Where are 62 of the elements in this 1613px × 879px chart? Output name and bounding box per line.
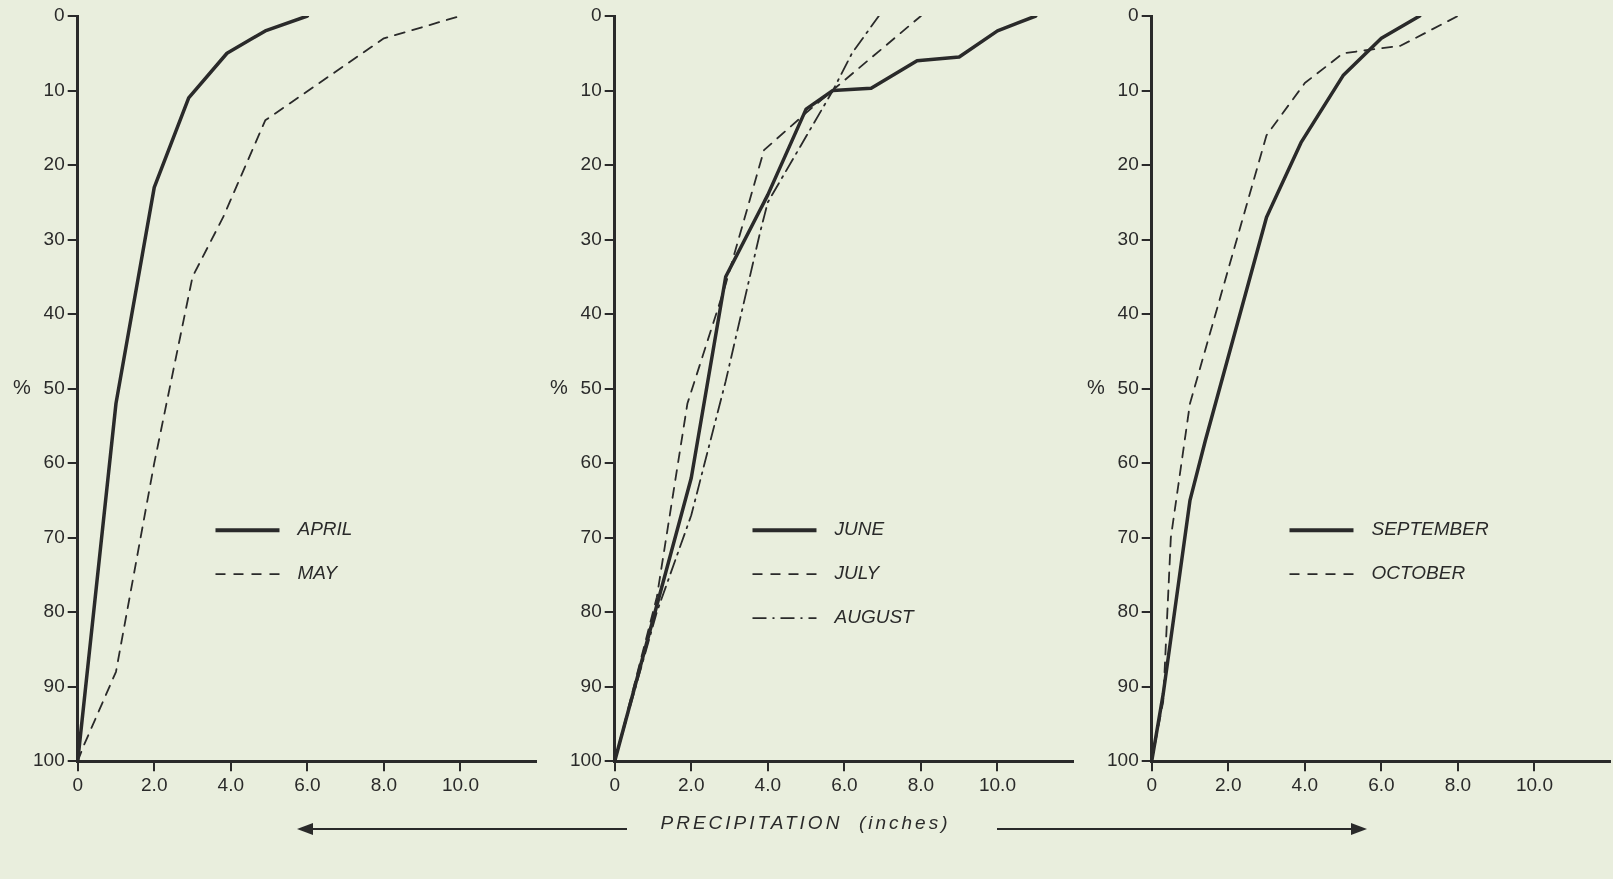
y-tick-label: 20 — [43, 153, 65, 175]
y-tick-label: 60 — [580, 451, 602, 473]
x-tick-label: 8.0 — [370, 773, 398, 795]
legend-label: JUNE — [833, 518, 885, 540]
y-axis-title: % — [1087, 376, 1106, 399]
x-tick-label: 4.0 — [1291, 773, 1319, 795]
y-tick-label: 10 — [580, 78, 602, 100]
x-tick-label: 4.0 — [217, 773, 245, 795]
x-tick-label: 10.0 — [441, 773, 479, 795]
y-tick-label: 30 — [1117, 227, 1139, 249]
x-tick-label: 6.0 — [831, 773, 858, 795]
y-tick-label: 70 — [580, 525, 602, 547]
y-tick-label: 10 — [1117, 78, 1139, 100]
x-tick-label: 0 — [1146, 773, 1157, 795]
y-axis-title: % — [13, 376, 32, 399]
x-tick-label: 10.0 — [1515, 773, 1553, 795]
y-tick-label: 60 — [43, 451, 65, 473]
x-tick-label: 2.0 — [141, 773, 168, 795]
x-tick-label: 10.0 — [978, 773, 1016, 795]
y-tick-label: 50 — [1117, 376, 1139, 398]
legend-label: AUGUST — [833, 606, 916, 628]
legend-label: APRIL — [296, 518, 353, 540]
legend-label: MAY — [297, 562, 339, 584]
y-tick-label: 40 — [580, 302, 602, 324]
y-tick-label: 100 — [33, 749, 65, 771]
y-tick-label: 60 — [1117, 451, 1139, 473]
x-tick-label: 8.0 — [907, 773, 935, 795]
y-tick-label: 0 — [591, 4, 602, 26]
y-tick-label: 20 — [580, 153, 602, 175]
legend-label: OCTOBER — [1371, 562, 1466, 584]
x-tick-label: 0 — [609, 773, 620, 795]
y-tick-label: 50 — [43, 376, 65, 398]
y-tick-label: 40 — [43, 302, 65, 324]
y-tick-label: 100 — [1107, 749, 1139, 771]
y-tick-label: 80 — [1117, 600, 1139, 622]
y-tick-label: 10 — [43, 78, 65, 100]
legend-label: JULY — [833, 562, 881, 584]
y-axis-title: % — [550, 376, 569, 399]
y-tick-label: 90 — [1117, 674, 1139, 696]
legend-label: SEPTEMBER — [1371, 518, 1489, 540]
y-tick-label: 90 — [43, 674, 65, 696]
y-tick-label: 90 — [580, 674, 602, 696]
y-tick-label: 80 — [580, 600, 602, 622]
y-tick-label: 40 — [1117, 302, 1139, 324]
y-tick-label: 70 — [43, 525, 65, 547]
x-axis-title: PRECIPITATION (inches) — [659, 812, 952, 834]
y-tick-label: 80 — [43, 600, 65, 622]
y-tick-label: 30 — [580, 227, 602, 249]
y-tick-label: 70 — [1117, 525, 1139, 547]
y-tick-label: 0 — [54, 4, 65, 26]
x-tick-label: 8.0 — [1444, 773, 1472, 795]
x-tick-label: 6.0 — [294, 773, 321, 795]
x-tick-label: 0 — [72, 773, 83, 795]
x-tick-label: 4.0 — [754, 773, 782, 795]
x-tick-label: 2.0 — [678, 773, 705, 795]
y-tick-label: 30 — [43, 227, 65, 249]
y-tick-label: 0 — [1128, 4, 1139, 26]
x-tick-label: 6.0 — [1368, 773, 1395, 795]
y-tick-label: 20 — [1117, 153, 1139, 175]
y-tick-label: 50 — [580, 376, 602, 398]
y-tick-label: 100 — [570, 749, 602, 771]
x-tick-label: 2.0 — [1215, 773, 1242, 795]
